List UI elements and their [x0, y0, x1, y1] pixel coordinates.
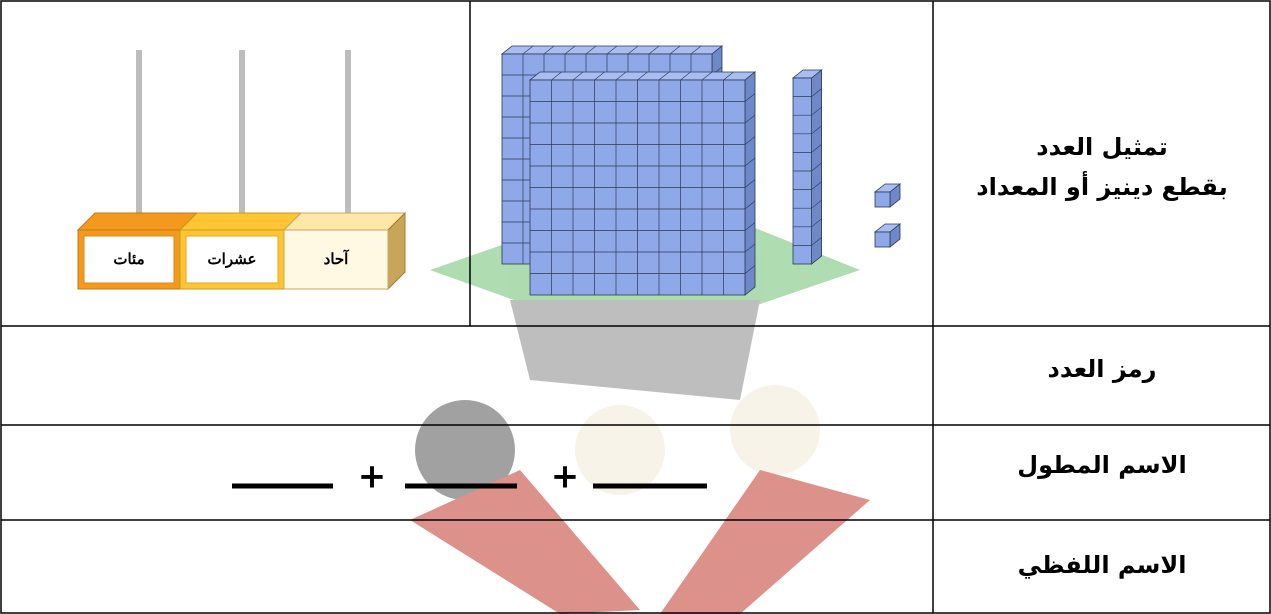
block-part [564, 45, 576, 55]
block-part [744, 265, 756, 274]
block-part [874, 231, 891, 248]
block-part [811, 144, 822, 153]
block-part [551, 71, 562, 81]
block-part [744, 243, 756, 253]
block-part [744, 93, 756, 102]
base-ten-blocks [500, 45, 902, 296]
row-label: رمز العدد [1048, 355, 1157, 383]
block-part [606, 45, 618, 55]
block-part [874, 191, 891, 208]
block-part [637, 71, 648, 81]
block-part [627, 45, 639, 55]
abacus [76, 50, 407, 291]
block-part [543, 45, 555, 55]
block-part [811, 88, 822, 97]
block-part [690, 45, 702, 55]
row-label: الاسم المطول [1017, 451, 1186, 479]
place-label: مئات [113, 250, 144, 268]
row-label: تمثيل العدد [1036, 133, 1167, 161]
block-part [811, 106, 822, 116]
block-part [615, 71, 627, 81]
block-part [744, 157, 756, 167]
block-part [594, 71, 605, 81]
place-label: عشرات [208, 250, 257, 268]
block-part [680, 71, 691, 81]
plus-sign: + [358, 457, 387, 497]
block-part [811, 218, 822, 228]
block-part [811, 125, 822, 135]
block-part [572, 71, 584, 81]
block-part [811, 162, 822, 172]
block-part [811, 199, 822, 209]
block-part [811, 237, 822, 246]
block-part [701, 71, 713, 81]
block-part [811, 181, 822, 190]
row-label: الاسم اللفظي [1018, 551, 1187, 579]
block-part [522, 45, 534, 55]
block-part [723, 71, 734, 81]
block-part [669, 45, 681, 55]
block-part [744, 136, 756, 145]
row-label: بقطع دينيز أو المعداد [976, 171, 1227, 201]
block-part [585, 45, 597, 55]
block-part [744, 114, 756, 124]
block-part [744, 200, 756, 210]
block-part [658, 71, 670, 81]
place-label: آحاد [324, 249, 351, 268]
block-part [648, 45, 660, 55]
block-part [744, 179, 756, 188]
block-part [744, 222, 756, 231]
plus-sign: + [551, 457, 580, 497]
